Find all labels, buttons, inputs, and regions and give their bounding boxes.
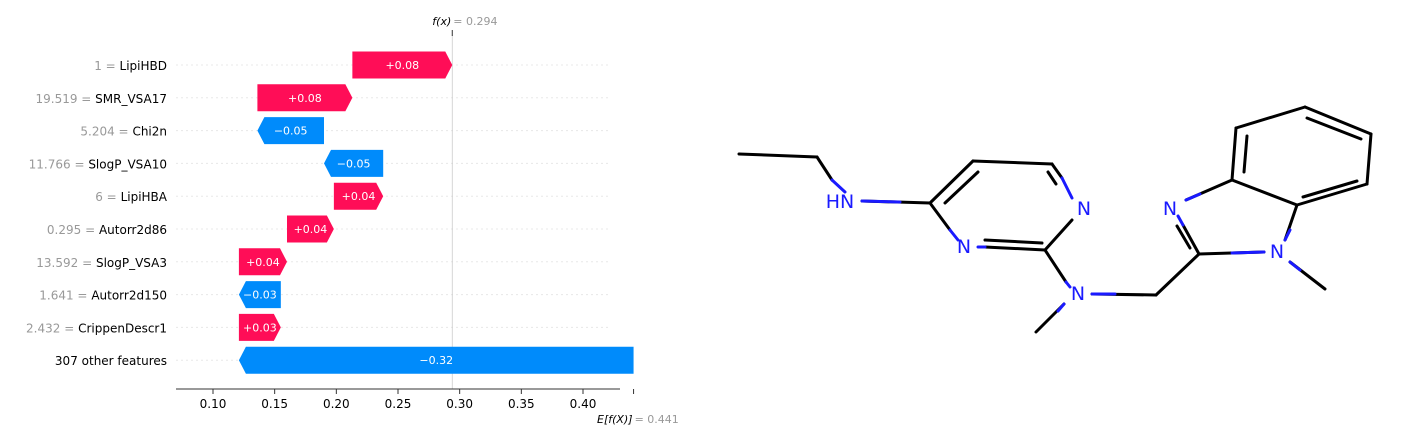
atom-label-n: N	[1270, 241, 1284, 263]
feature-name: Autorr2d86	[99, 223, 167, 237]
bar-smr-vsa17	[257, 84, 353, 112]
x-tick-label: 0.15	[261, 397, 288, 411]
nitrogen-bonds	[830, 176, 1302, 313]
feature-name: SMR_VSA17	[95, 92, 167, 106]
ex-annotation: E[f(X)] = 0.441	[597, 413, 679, 426]
feature-label: 11.766 = SlogP_VSA10	[29, 157, 167, 171]
bar-autorr2d86	[287, 215, 334, 243]
bar-value-label: −0.05	[274, 125, 308, 138]
atom-label-n: N	[1163, 198, 1177, 220]
feature-label: 13.592 = SlogP_VSA3	[36, 256, 167, 270]
x-axis-ticks: 0.10 0.15 0.20 0.25 0.30 0.35 0.40	[200, 30, 635, 411]
atom-labels: HN N N N N N	[826, 191, 1284, 305]
x-tick-label: 0.40	[570, 397, 597, 411]
bar-autorr2d150	[238, 281, 281, 309]
bar-307-other-features	[238, 346, 634, 374]
feature-name: LipiHBD	[120, 59, 167, 73]
bar-value-label: +0.04	[246, 256, 280, 269]
x-tick-label: 0.20	[323, 397, 350, 411]
bar-value-label: +0.04	[294, 223, 328, 236]
feature-name: 307 other features	[55, 354, 167, 368]
feature-labels-group: 1 = LipiHBD 19.519 = SMR_VSA17 5.204 = Chi…	[26, 59, 168, 368]
feature-value: 2.432 =	[26, 321, 78, 335]
bar-value-label: +0.08	[288, 92, 322, 105]
x-tick-label: 0.35	[508, 397, 535, 411]
molecule-structure: HN N N N N N	[737, 105, 1373, 334]
bar-value-label: −0.05	[337, 157, 371, 170]
feature-value: 5.204 =	[80, 125, 132, 139]
x-tick-label: 0.10	[200, 397, 227, 411]
feature-name: Autorr2d150	[91, 289, 167, 303]
fx-label: f(x)	[432, 15, 451, 28]
bars-group: +0.08 +0.08 −0.05 −0.05 +0.04 +0.04 +0.04 −0.03…	[238, 51, 634, 374]
feature-label: 5.204 = Chi2n	[80, 125, 167, 139]
feature-name: LipiHBA	[121, 190, 168, 204]
bar-slogp-vsa3	[238, 248, 287, 276]
feature-name: SlogP_VSA10	[88, 157, 167, 171]
carbon-bonds	[737, 105, 1373, 334]
feature-value: 1 =	[94, 59, 119, 73]
feature-label: 1 = LipiHBD	[94, 59, 167, 73]
feature-value: 0.295 =	[47, 223, 99, 237]
ex-label: E[f(X)]	[597, 413, 633, 426]
feature-value: 13.592 =	[36, 256, 96, 270]
feature-value: 6 =	[95, 190, 120, 204]
feature-value: 19.519 =	[35, 92, 95, 106]
x-tick-label: 0.30	[446, 397, 473, 411]
bar-value-label: +0.04	[342, 190, 376, 203]
feature-value: 11.766 =	[29, 157, 89, 171]
atom-label-n: N	[957, 236, 971, 258]
bar-slogp-vsa10	[324, 149, 384, 177]
feature-label: 6 = LipiHBA	[95, 190, 168, 204]
bar-lipihba	[333, 182, 384, 210]
feature-value: 1.641 =	[39, 289, 91, 303]
feature-label: 19.519 = SMR_VSA17	[35, 92, 167, 106]
feature-name: SlogP_VSA3	[96, 256, 167, 270]
feature-name: Chi2n	[132, 125, 167, 139]
fx-value: = 0.294	[453, 15, 497, 28]
bar-value-label: +0.03	[243, 321, 277, 334]
atom-label-n: N	[1077, 198, 1091, 220]
feature-label: 0.295 = Autorr2d86	[47, 223, 167, 237]
feature-label: 307 other features	[55, 354, 167, 368]
bar-crippendescr1	[238, 313, 281, 341]
feature-label: 2.432 = CrippenDescr1	[26, 321, 167, 335]
bar-chi2n	[257, 117, 324, 145]
fx-annotation: f(x) = 0.294	[432, 15, 497, 28]
shap-waterfall-chart: +0.08 +0.08 −0.05 −0.05 +0.04 +0.04 +0.04 −0.03…	[26, 15, 679, 426]
bar-lipihbd	[352, 51, 453, 79]
atom-label-hn: HN	[826, 191, 855, 213]
feature-name: CrippenDescr1	[78, 321, 167, 335]
x-tick-label: 0.25	[385, 397, 412, 411]
feature-label: 1.641 = Autorr2d150	[39, 289, 167, 303]
bar-value-label: +0.08	[385, 59, 419, 72]
bar-value-label: −0.03	[243, 289, 277, 302]
atom-label-n: N	[1071, 283, 1085, 305]
ex-value: = 0.441	[635, 413, 679, 426]
bar-value-label: −0.32	[419, 354, 453, 367]
